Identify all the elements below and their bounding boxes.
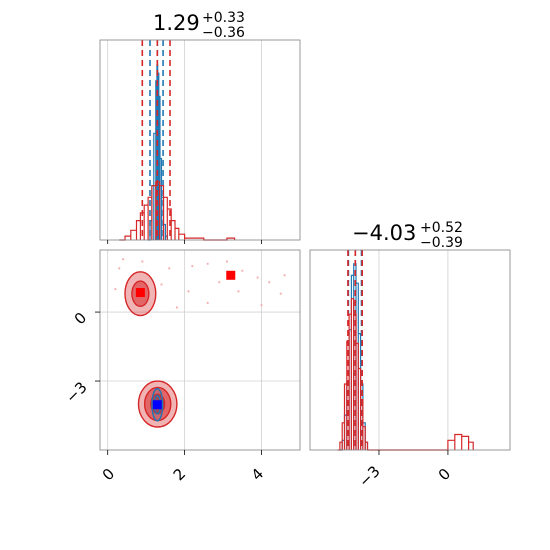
xtick-p1-label-2: 4	[248, 465, 267, 484]
xtick-p1-label-0: 0	[99, 465, 118, 484]
scatter-point-10	[114, 287, 117, 291]
scatter-point-17	[160, 283, 163, 286]
scatter-point-2	[168, 267, 171, 270]
scatter-point-0	[121, 258, 125, 261]
scatter-point-9	[283, 274, 286, 277]
title-p1-plus: +0.33	[202, 10, 245, 26]
scatter-point-15	[260, 304, 263, 307]
title-p1-minus: −0.36	[202, 25, 245, 41]
scatter-point-12	[187, 290, 190, 293]
hist-p2-series-1	[337, 298, 474, 451]
marker-0	[135, 288, 145, 298]
xtick-p2-label-1: 0	[435, 465, 454, 484]
scatter-point-14	[237, 290, 240, 293]
scatter-point-4	[206, 262, 209, 265]
panel-joint	[99, 249, 301, 451]
scatter-point-5	[225, 260, 229, 263]
marker-2	[152, 400, 162, 410]
scatter-point-1	[141, 260, 144, 263]
title-p2-plus: +0.52	[420, 220, 463, 236]
hist-p1-series-1	[119, 181, 236, 241]
scatter-point-11	[175, 306, 179, 309]
scatter-point-8	[268, 281, 271, 284]
scatter-point-16	[279, 292, 282, 295]
scatter-point-19	[218, 281, 221, 284]
scatter-point-6	[241, 269, 244, 272]
scatter-point-13	[206, 301, 209, 304]
title-p2-median: −4.03	[352, 221, 416, 245]
xtick-p2-label-0: −3	[355, 462, 383, 490]
title-p2-minus: −0.39	[420, 235, 463, 251]
ytick-p2-label-1: −3	[62, 378, 90, 406]
scatter-point-3	[191, 264, 194, 268]
marker-1	[226, 270, 236, 280]
scatter-point-7	[256, 276, 259, 279]
xtick-p1-label-1: 2	[170, 465, 189, 484]
ytick-p2-label-0: 0	[71, 309, 90, 328]
title-p1-median: 1.29	[153, 11, 200, 35]
scatter-point-18	[118, 267, 121, 270]
panel-p2-marginal	[309, 249, 511, 451]
panel-p1-marginal	[99, 39, 301, 241]
